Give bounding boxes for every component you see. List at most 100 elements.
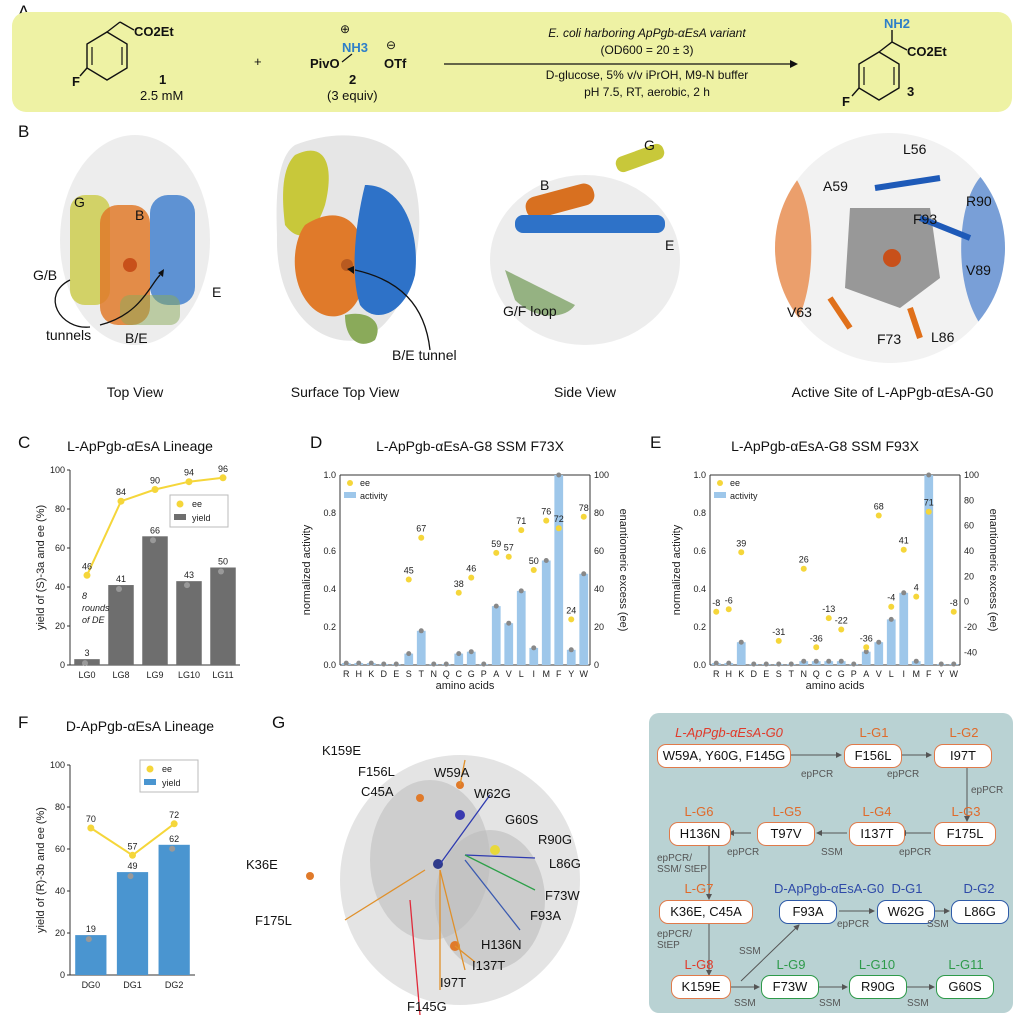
replicate-point xyxy=(218,568,224,575)
replicate-point xyxy=(788,661,794,667)
ee-point xyxy=(888,603,895,610)
ee-point xyxy=(568,616,575,623)
replicate-point xyxy=(368,660,374,666)
x-tick-label: LG0 xyxy=(78,670,95,680)
ee-point xyxy=(405,576,412,583)
activity-bar xyxy=(736,642,746,665)
de-annotation: 8 xyxy=(82,591,87,601)
ee-point xyxy=(925,508,932,515)
ee-point xyxy=(738,549,745,556)
lg8-node: K159E xyxy=(671,975,731,999)
y-tick-label: 0.6 xyxy=(323,546,336,556)
ee-point xyxy=(863,644,870,651)
yield-value-label: 41 xyxy=(116,574,126,584)
y-tick-label: 80 xyxy=(55,802,65,812)
legend-yield-label: yield xyxy=(162,778,181,788)
y-tick-label: 80 xyxy=(55,504,65,514)
mutation-g60s: G60S xyxy=(505,812,539,827)
op-mix-1: epPCR/ SSM/ StEP xyxy=(657,853,708,875)
active-site-caption: Active Site of L-ApPgb-αEsA-G0 xyxy=(791,384,994,400)
flow-arrows xyxy=(706,752,970,990)
mutation-l86g: L86G xyxy=(549,856,581,871)
legend-ee-marker xyxy=(347,480,353,486)
activity-bar xyxy=(886,619,896,665)
y-axis-title: normalized activity xyxy=(671,524,683,615)
x-tick-label: E xyxy=(763,669,769,679)
chart-c: 0 20 40 60 80 100 3 LG0 41 LG8 66 LG9 43 LG10 50 LG11 46… xyxy=(35,464,240,680)
ee-value-label: -13 xyxy=(822,604,835,614)
x-tick-label: G xyxy=(468,669,475,679)
ee-point xyxy=(219,474,227,482)
lg5-title: L-G5 xyxy=(772,804,802,819)
x-tick-label: N xyxy=(431,669,438,679)
mutation-f145g: F145G xyxy=(407,999,447,1014)
x-tick-label: I xyxy=(902,669,905,679)
op-ssm-2: SSM xyxy=(927,919,949,930)
yield-value-label: 3 xyxy=(84,648,89,658)
legend-activity-marker xyxy=(344,492,356,498)
y-axis-title: yield of (S)-3a and ee (%) xyxy=(35,505,47,630)
compound-2-number: 2 xyxy=(349,72,357,87)
x-tick-label: K xyxy=(368,669,374,679)
ee-value-label: 24 xyxy=(566,605,576,615)
ammonium-label: NH3 xyxy=(342,40,369,55)
ee-point xyxy=(580,513,587,520)
panel-label-g: G xyxy=(272,713,286,732)
legend-ee-label: ee xyxy=(360,478,370,488)
replicate-point xyxy=(876,639,882,645)
legend-ee-marker xyxy=(146,765,154,773)
y2-tick-label: 0 xyxy=(594,660,599,670)
activity-bar xyxy=(541,560,551,665)
yield-value-label: 50 xyxy=(218,557,228,567)
lg2-node: I97T xyxy=(934,744,992,768)
chart-e: 0.0 0.2 0.4 0.6 0.8 1.0 -40 -20 0 20 40 60 80 100 R -8 H… xyxy=(671,470,999,690)
x-tick-label: C xyxy=(456,669,463,679)
replicate-point xyxy=(169,845,176,852)
compound-1-conc: 2.5 mM xyxy=(140,88,184,103)
x-tick-label: T xyxy=(789,669,795,679)
ee-point xyxy=(725,606,732,613)
ee-value-label: 78 xyxy=(579,503,589,513)
lg3-title: L-G3 xyxy=(951,804,981,819)
x-tick-label: F xyxy=(556,669,562,679)
ee-point xyxy=(87,824,95,832)
side-view-structure xyxy=(490,143,680,345)
ee-value-label: -8 xyxy=(950,598,958,608)
top-view-label-be: B/E xyxy=(125,330,148,346)
x-axis-title: amino acids xyxy=(806,680,865,690)
x-tick-label: LG10 xyxy=(178,670,200,680)
replicate-point xyxy=(951,661,957,667)
ee-point xyxy=(505,553,512,560)
mutation-r90g: R90G xyxy=(538,832,572,847)
dg0-node: F93A xyxy=(779,900,837,924)
y-tick-label: 60 xyxy=(55,844,65,854)
lg9-node: F73W xyxy=(761,975,819,999)
op-ssm-1: SSM xyxy=(821,847,843,858)
residue-v63: V63 xyxy=(787,304,812,320)
yield-value-label: 19 xyxy=(86,924,96,934)
top-view-label-g: G xyxy=(74,194,85,210)
x-tick-label: M xyxy=(543,669,551,679)
amine-label: NH2 xyxy=(884,16,911,31)
mutation-f93a: F93A xyxy=(530,908,562,923)
ee-value-label: 57 xyxy=(504,543,514,553)
replicate-point xyxy=(381,661,387,667)
residue-v89: V89 xyxy=(966,262,991,278)
replicate-point xyxy=(938,661,944,667)
mutation-i137t: I137T xyxy=(472,958,506,973)
ee-point xyxy=(117,497,125,505)
ee-value-label: -36 xyxy=(860,633,873,643)
y-tick-label: 0.4 xyxy=(693,584,706,594)
chart-c-title: L-ApPgb-αEsA Lineage xyxy=(67,438,213,454)
ee-value-label: 57 xyxy=(127,841,137,851)
y-tick-label: 60 xyxy=(55,543,65,553)
replicate-point xyxy=(851,661,857,667)
lg11-node: G60S xyxy=(936,975,994,999)
ee-point xyxy=(913,593,920,600)
top-view-label-b: B xyxy=(135,207,145,223)
panel-label-f: F xyxy=(18,713,29,732)
replicate-point xyxy=(82,660,88,667)
replicate-point xyxy=(356,660,362,666)
lg1-node: F156L xyxy=(844,744,902,768)
ee-value-label: 84 xyxy=(116,487,126,497)
